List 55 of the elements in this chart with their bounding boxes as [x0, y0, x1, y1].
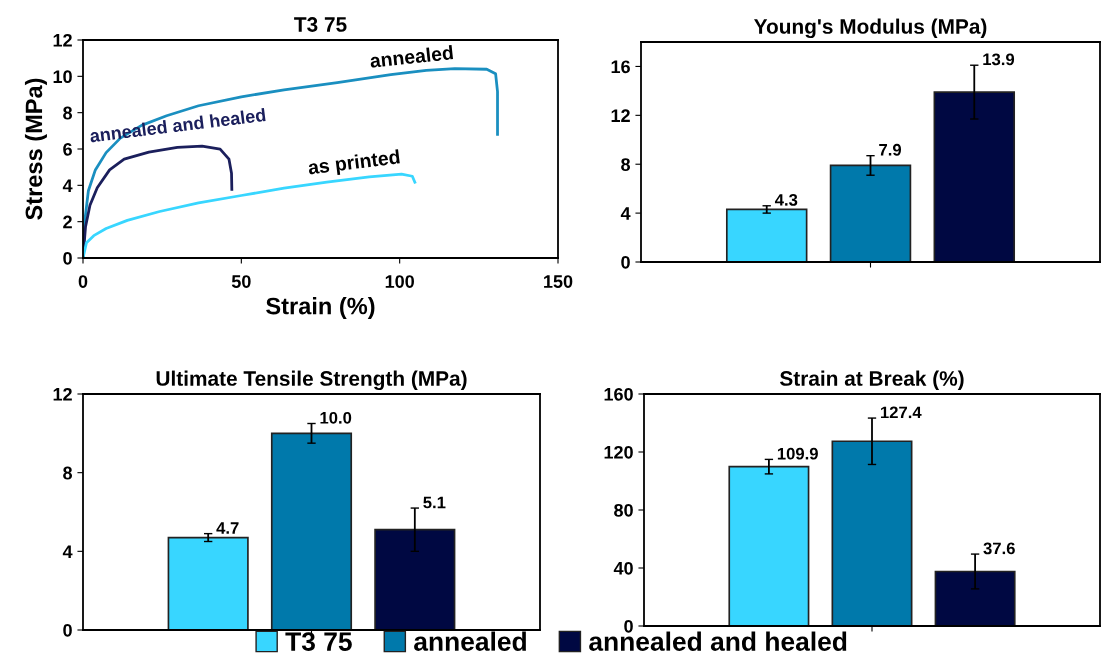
y-tick-label: 4 [62, 545, 73, 558]
y-tick-label: 8 [621, 158, 631, 171]
chart-title: Young's Modulus (MPa) [754, 18, 987, 39]
y-axis-title: Stress (MPa) [24, 78, 47, 220]
bar [934, 570, 1016, 626]
y-tick-label: 6 [63, 142, 72, 156]
text: as printed [307, 149, 401, 179]
y-tick-label: 12 [53, 33, 72, 47]
chart-title: Strain at Break (%) [779, 370, 964, 390]
y-tick-label: 12 [53, 387, 72, 401]
x-tick-label: 100 [385, 275, 414, 288]
data-label: 4.7 [216, 522, 239, 534]
bar [829, 164, 912, 262]
bar [831, 440, 913, 626]
legend-label: annealed [414, 631, 526, 651]
x-axis-title: Strain (%) [266, 297, 375, 320]
legend-label: annealed and healed [589, 631, 847, 651]
data-label: 10.0 [320, 411, 352, 424]
bar [728, 465, 810, 626]
y-tick-label: 0 [63, 251, 72, 265]
y-tick-label: 4 [62, 179, 73, 192]
bar [167, 536, 249, 630]
y-tick-label: 120 [604, 445, 633, 459]
data-label: 4.3 [774, 193, 798, 206]
y-tick-label: 8 [63, 106, 73, 120]
y-tick-label: 0 [621, 255, 630, 269]
x-tick-label: 0 [78, 275, 88, 288]
bar [933, 91, 1016, 262]
y-tick-label: 2 [63, 215, 72, 229]
data-label: 7.9 [879, 143, 902, 156]
data-label: 13.9 [983, 53, 1015, 66]
bar [374, 528, 456, 630]
bar [725, 208, 808, 262]
text: annealed and healed [89, 107, 266, 143]
text: annealed [369, 45, 454, 68]
legend-label: T3 75 [285, 632, 352, 651]
data-label: 37.6 [983, 542, 1015, 555]
y-tick-label: 16 [611, 60, 630, 74]
y-tick-label: 4 [620, 207, 631, 220]
data-label: 109.9 [777, 447, 818, 460]
y-tick-label: 0 [63, 623, 72, 637]
y-tick-label: 10 [53, 70, 72, 84]
y-tick-label: 8 [63, 466, 73, 480]
chart-title: Ultimate Tensile Strength (MPa) [156, 370, 467, 391]
data-label: 5.1 [423, 496, 446, 509]
y-tick-label: 0 [624, 619, 633, 633]
chart-title: T3 75 [294, 17, 347, 32]
bar [270, 432, 353, 630]
y-tick-label: 12 [611, 109, 630, 122]
x-tick-label: 150 [544, 275, 573, 288]
data-label: 127.4 [880, 406, 922, 419]
y-tick-label: 80 [614, 503, 633, 517]
y-tick-label: 40 [613, 561, 633, 575]
y-tick-label: 160 [604, 387, 633, 401]
x-tick-label: 50 [231, 275, 251, 288]
